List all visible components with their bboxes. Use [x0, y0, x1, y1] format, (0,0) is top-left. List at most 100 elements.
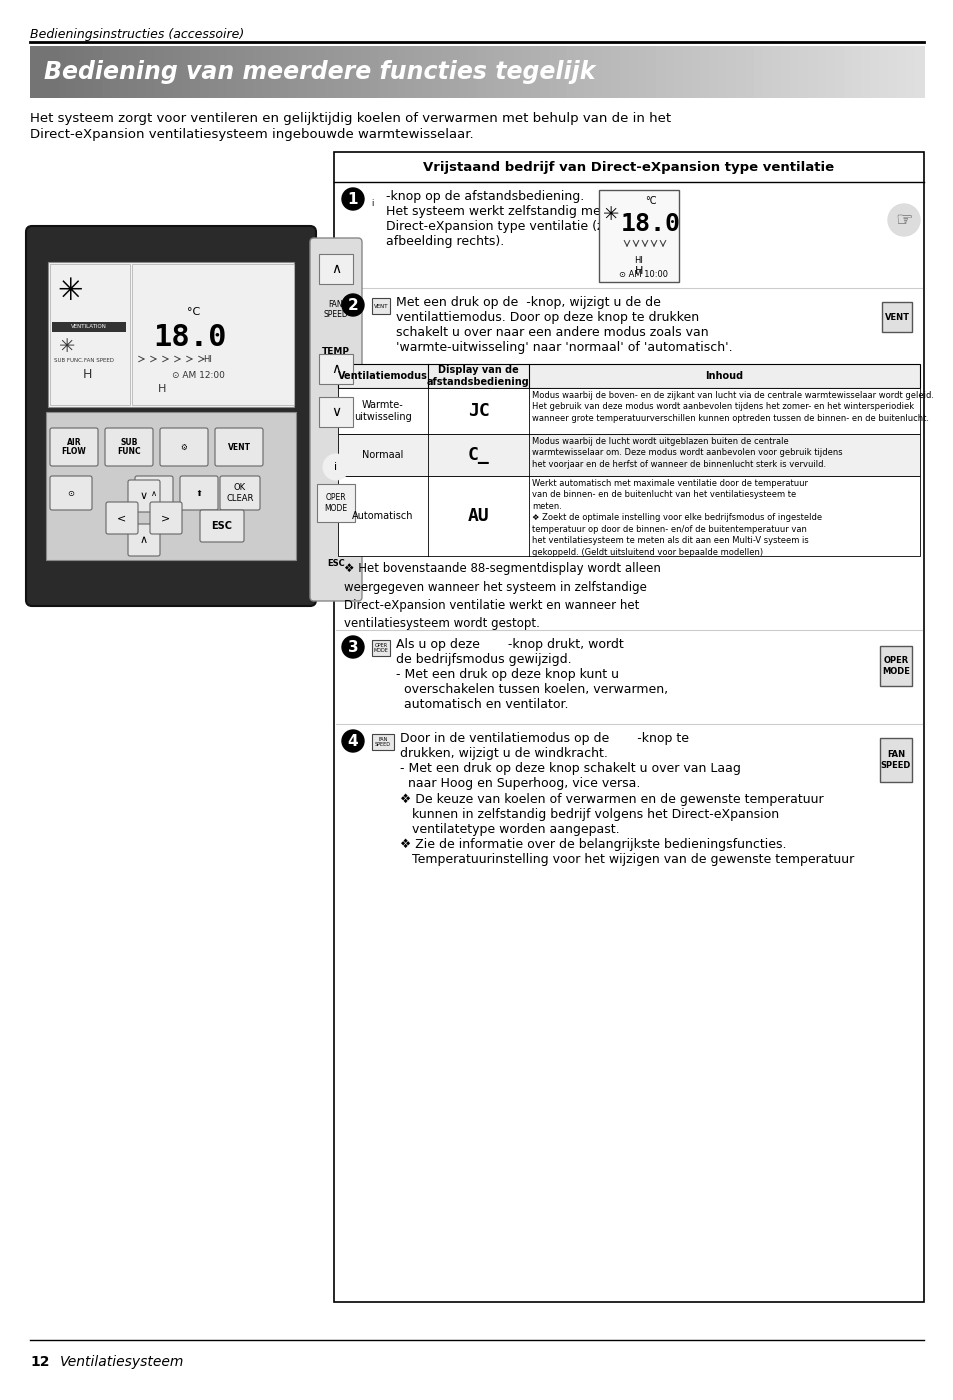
Bar	[334, 46, 343, 98]
Text: ventilattiemodus. Door op deze knop te drukken: ventilattiemodus. Door op deze knop te d…	[395, 311, 699, 323]
Text: Ventilatiemodus: Ventilatiemodus	[337, 371, 428, 381]
Bar	[271, 46, 281, 98]
Text: drukken, wijzigt u de windkracht.: drukken, wijzigt u de windkracht.	[399, 748, 607, 760]
Bar	[129, 46, 138, 98]
Text: automatisch en ventilator.: automatisch en ventilator.	[395, 699, 568, 711]
Bar	[762, 46, 772, 98]
Text: H: H	[157, 384, 166, 393]
FancyBboxPatch shape	[160, 428, 208, 466]
Bar	[458, 46, 469, 98]
Text: - Met een druk op deze knop kunt u: - Met een druk op deze knop kunt u	[395, 668, 618, 680]
Text: 12: 12	[30, 1355, 50, 1369]
Bar	[512, 46, 522, 98]
FancyBboxPatch shape	[180, 476, 218, 510]
Circle shape	[887, 204, 919, 237]
FancyBboxPatch shape	[128, 524, 160, 556]
Bar	[244, 46, 254, 98]
Bar	[52, 322, 126, 332]
Text: SUB
FUNC: SUB FUNC	[117, 438, 141, 456]
Text: C_: C_	[467, 447, 489, 463]
Bar	[709, 46, 719, 98]
Bar	[280, 46, 290, 98]
Text: ⊙: ⊙	[68, 489, 74, 497]
Text: Het systeem zorgt voor ventileren en gelijktijdig koelen of verwarmen met behulp: Het systeem zorgt voor ventileren en gel…	[30, 112, 670, 125]
Bar	[468, 46, 477, 98]
Text: Warmte-
uitwisseling: Warmte- uitwisseling	[354, 400, 412, 423]
Bar	[57, 46, 67, 98]
Bar	[824, 46, 835, 98]
Bar	[396, 46, 406, 98]
Text: HI: HI	[203, 354, 213, 364]
Text: Normaal: Normaal	[362, 449, 403, 461]
Bar	[495, 46, 504, 98]
Bar	[378, 46, 388, 98]
FancyBboxPatch shape	[50, 428, 98, 466]
Text: schakelt u over naar een andere modus zoals van: schakelt u over naar een andere modus zo…	[395, 326, 708, 339]
Text: Automatisch: Automatisch	[352, 511, 414, 521]
Bar	[298, 46, 308, 98]
Text: Direct-eXpansion type ventilatie (zie: Direct-eXpansion type ventilatie (zie	[386, 220, 614, 232]
Bar	[879, 645, 911, 686]
Bar	[807, 46, 817, 98]
Text: ☞: ☞	[894, 210, 912, 230]
Text: Werkt automatisch met maximale ventilatie door de temperatuur
van de binnen- en : Werkt automatisch met maximale ventilati…	[532, 479, 821, 557]
Bar	[39, 46, 49, 98]
Bar	[789, 46, 799, 98]
Bar	[726, 46, 737, 98]
Text: SUB FUNC.: SUB FUNC.	[54, 357, 84, 363]
Text: ∧: ∧	[151, 489, 157, 497]
Bar	[132, 265, 294, 405]
Bar	[318, 354, 353, 384]
Bar	[50, 265, 130, 405]
Bar	[503, 46, 514, 98]
Text: Het systeem werkt zelfstandig met: Het systeem werkt zelfstandig met	[386, 204, 605, 218]
Text: 18.0: 18.0	[153, 322, 227, 351]
Bar	[30, 46, 60, 98]
Text: i: i	[371, 199, 373, 207]
Text: overschakelen tussen koelen, verwarmen,: overschakelen tussen koelen, verwarmen,	[395, 683, 667, 696]
Bar	[334, 153, 923, 1302]
Bar	[372, 298, 390, 314]
Text: OPER
MODE: OPER MODE	[324, 493, 347, 512]
Bar	[485, 46, 496, 98]
Bar	[227, 46, 236, 98]
Bar	[182, 46, 192, 98]
Text: i: i	[335, 462, 337, 472]
Text: AU: AU	[467, 507, 489, 525]
FancyBboxPatch shape	[26, 225, 315, 606]
Text: VENT: VENT	[374, 304, 388, 308]
Bar	[316, 484, 355, 522]
Text: OPER
MODE: OPER MODE	[374, 643, 388, 654]
Text: 1: 1	[348, 192, 358, 206]
Bar	[638, 46, 647, 98]
Bar	[318, 253, 353, 284]
Bar	[46, 412, 295, 560]
Text: ventilatetype worden aangepast.: ventilatetype worden aangepast.	[399, 823, 619, 836]
Bar	[372, 640, 390, 657]
Bar	[879, 46, 888, 98]
Bar	[781, 46, 790, 98]
Text: TEMP: TEMP	[322, 347, 350, 356]
Text: ⚙: ⚙	[180, 442, 187, 451]
Bar	[119, 46, 130, 98]
Bar	[387, 46, 397, 98]
Text: HI: HI	[634, 256, 642, 265]
Text: Als u op deze       -knop drukt, wordt: Als u op deze -knop drukt, wordt	[395, 638, 623, 651]
Text: FAN
SPEED: FAN SPEED	[323, 300, 348, 319]
FancyBboxPatch shape	[105, 428, 152, 466]
Bar	[209, 46, 218, 98]
Bar	[146, 46, 156, 98]
Bar	[619, 46, 629, 98]
Text: ✳: ✳	[57, 277, 83, 307]
Bar	[882, 302, 911, 332]
Bar	[611, 46, 620, 98]
Bar	[557, 46, 567, 98]
Bar	[372, 734, 394, 750]
Bar	[861, 46, 870, 98]
Text: Bedieningsinstructies (accessoire): Bedieningsinstructies (accessoire)	[30, 28, 244, 41]
Bar	[575, 46, 585, 98]
Text: naar Hoog en Superhoog, vice versa.: naar Hoog en Superhoog, vice versa.	[399, 777, 639, 790]
Text: OPER
MODE: OPER MODE	[882, 657, 909, 676]
FancyBboxPatch shape	[135, 476, 172, 510]
Circle shape	[341, 294, 364, 316]
